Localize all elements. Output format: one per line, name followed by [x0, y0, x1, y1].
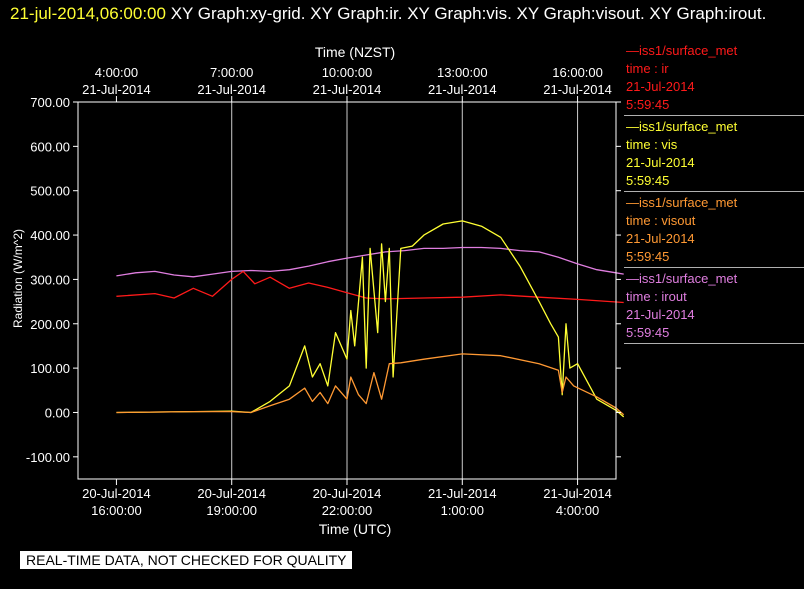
x-top-tick-label-time: 13:00:00 [437, 65, 488, 80]
x-top-tick-label-date: 21-Jul-2014 [428, 82, 497, 97]
legend-line4: 5:59:45 [626, 97, 670, 112]
x-tick-label-time: 19:00:00 [206, 503, 257, 518]
legend-line1: —iss1/surface_met [626, 195, 738, 210]
header-title: XY Graph:xy-grid. XY Graph:ir. XY Graph:… [165, 4, 767, 23]
x-top-tick-label-date: 21-Jul-2014 [543, 82, 612, 97]
y-tick-label: 300.00 [30, 272, 70, 287]
y-tick-label: 0.00 [45, 405, 70, 420]
x-top-tick-label-time: 10:00:00 [322, 65, 373, 80]
x-axis-label-top: Time (NZST) [315, 44, 395, 60]
x-tick-label-date: 21-Jul-2014 [428, 486, 497, 501]
legend-line1: —iss1/surface_met [626, 119, 738, 134]
x-tick-label-time: 1:00:00 [441, 503, 484, 518]
y-tick-label: 600.00 [30, 139, 70, 154]
x-top-tick-label-date: 21-Jul-2014 [197, 82, 266, 97]
y-tick-label: 200.00 [30, 317, 70, 332]
y-tick-label: 100.00 [30, 361, 70, 376]
x-tick-label-date: 21-Jul-2014 [543, 486, 612, 501]
x-tick-label-time: 4:00:00 [556, 503, 599, 518]
x-tick-label-date: 20-Jul-2014 [197, 486, 266, 501]
x-top-tick-label-time: 16:00:00 [552, 65, 603, 80]
series-line-irout [116, 246, 624, 278]
quality-disclaimer: REAL-TIME DATA, NOT CHECKED FOR QUALITY [20, 551, 353, 569]
x-tick-label-time: 22:00:00 [322, 503, 373, 518]
x-top-tick-label-date: 21-Jul-2014 [313, 82, 382, 97]
series-line-ir [116, 270, 624, 304]
legend-line3: 21-Jul-2014 [626, 307, 695, 322]
legend: —iss1/surface_met time : ir 21-Jul-2014 5:5… [624, 42, 804, 346]
y-tick-label: 400.00 [30, 228, 70, 243]
y-axis-label: Radiation (W/m^2) [11, 229, 25, 328]
legend-line4: 5:59:45 [626, 325, 670, 340]
legend-line4: 5:59:45 [626, 173, 670, 188]
legend-line2: time : visout [626, 213, 696, 228]
legend-line2: time : vis [626, 137, 678, 152]
legend-line3: 21-Jul-2014 [626, 231, 695, 246]
legend-line4: 5:59:45 [626, 249, 670, 264]
series-line-visout [116, 353, 625, 416]
x-tick-label-time: 16:00:00 [91, 503, 142, 518]
legend-line2: time : ir [626, 61, 669, 76]
x-tick-label-date: 20-Jul-2014 [313, 486, 382, 501]
x-top-tick-label-time: 7:00:00 [210, 65, 253, 80]
x-axis-label-bottom: Time (UTC) [319, 521, 392, 537]
y-tick-label: 700.00 [30, 95, 70, 110]
graph-header: 21-jul-2014,06:00:00 XY Graph:xy-grid. X… [10, 2, 790, 25]
y-tick-label: 500.00 [30, 184, 70, 199]
x-tick-label-date: 20-Jul-2014 [82, 486, 151, 501]
series-line-vis [116, 220, 625, 418]
y-tick-label: -100.00 [26, 450, 70, 465]
x-top-tick-label-date: 21-Jul-2014 [82, 82, 151, 97]
legend-line2: time : irout [626, 289, 687, 304]
legend-line3: 21-Jul-2014 [626, 155, 695, 170]
x-top-tick-label-time: 4:00:00 [95, 65, 138, 80]
legend-line1: —iss1/surface_met [626, 43, 738, 58]
legend-line1: —iss1/surface_met [626, 271, 738, 286]
legend-line3: 21-Jul-2014 [626, 79, 695, 94]
header-timestamp: 21-jul-2014,06:00:00 [10, 4, 166, 23]
